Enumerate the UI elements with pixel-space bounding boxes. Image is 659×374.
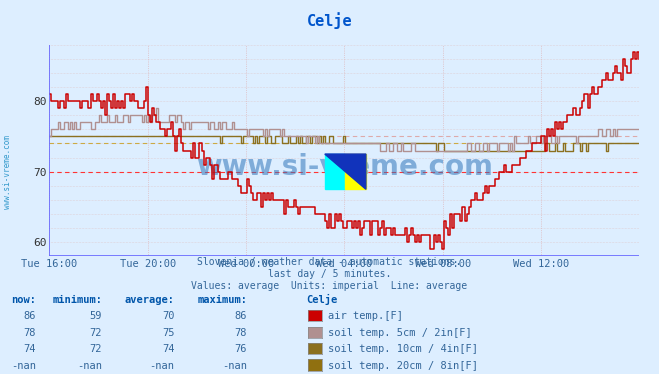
Text: 75: 75 [162, 328, 175, 338]
Text: 74: 74 [162, 344, 175, 354]
Text: -nan: -nan [77, 361, 102, 371]
Text: 72: 72 [90, 344, 102, 354]
Text: 76: 76 [235, 344, 247, 354]
Text: 59: 59 [90, 312, 102, 321]
Text: Values: average  Units: imperial  Line: average: Values: average Units: imperial Line: av… [191, 281, 468, 291]
Text: Slovenia / weather data - automatic stations.: Slovenia / weather data - automatic stat… [197, 257, 462, 267]
Text: -nan: -nan [222, 361, 247, 371]
Text: minimum:: minimum: [52, 295, 102, 305]
Text: soil temp. 10cm / 4in[F]: soil temp. 10cm / 4in[F] [328, 344, 478, 354]
Text: 78: 78 [24, 328, 36, 338]
Text: www.si-vreme.com: www.si-vreme.com [3, 135, 13, 209]
Text: 74: 74 [24, 344, 36, 354]
Text: -nan: -nan [11, 361, 36, 371]
Text: last day / 5 minutes.: last day / 5 minutes. [268, 269, 391, 279]
Text: maximum:: maximum: [197, 295, 247, 305]
Text: soil temp. 20cm / 8in[F]: soil temp. 20cm / 8in[F] [328, 361, 478, 371]
Text: 78: 78 [235, 328, 247, 338]
Polygon shape [325, 154, 366, 189]
Text: Celje: Celje [306, 294, 337, 305]
Text: Celje: Celje [306, 12, 353, 29]
Text: www.si-vreme.com: www.si-vreme.com [196, 153, 493, 181]
Text: air temp.[F]: air temp.[F] [328, 312, 403, 321]
Text: average:: average: [125, 295, 175, 305]
Text: 70: 70 [162, 312, 175, 321]
Bar [325, 154, 345, 189]
Bar [345, 154, 366, 189]
Text: soil temp. 5cm / 2in[F]: soil temp. 5cm / 2in[F] [328, 328, 471, 338]
Text: 86: 86 [24, 312, 36, 321]
Text: 86: 86 [235, 312, 247, 321]
Text: now:: now: [11, 295, 36, 305]
Text: -nan: -nan [150, 361, 175, 371]
Text: 72: 72 [90, 328, 102, 338]
